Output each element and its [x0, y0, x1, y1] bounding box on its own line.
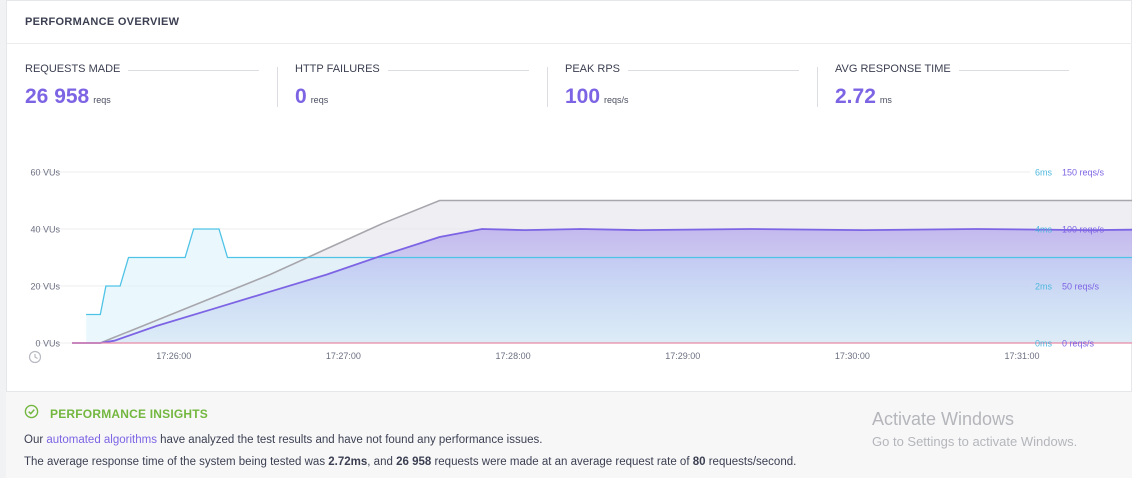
metric-value: 2.72: [835, 85, 876, 108]
metric-unit: ms: [879, 95, 892, 105]
title-divider: [7, 43, 1132, 44]
metric-separator: [547, 67, 548, 107]
metric-separator: [817, 67, 818, 107]
y-tick-label-rps: 50 reqs/s: [1062, 282, 1100, 292]
response-time-line: [86, 228, 1132, 316]
clock-icon: [28, 350, 42, 364]
insights-summary: Our automated algorithms have analyzed t…: [24, 434, 542, 446]
insights-text: Our: [24, 434, 47, 446]
x-tick-label: 17:31:00: [1004, 351, 1039, 361]
windows-watermark-subtitle: Go to Settings to activate Windows.: [872, 434, 1078, 449]
x-tick-label: 17:30:00: [835, 351, 870, 361]
windows-watermark-title: Activate Windows: [872, 409, 1015, 429]
insights-text: have analyzed the test results and have …: [156, 434, 543, 446]
y-tick-label: 0 VUs: [35, 339, 60, 349]
check-circle-icon: [24, 404, 39, 419]
metric-unit: reqs: [93, 95, 111, 105]
metric-label: REQUESTS MADE: [25, 63, 129, 75]
performance-insights: PERFORMANCE INSIGHTS Our automated algor…: [6, 391, 1132, 478]
metric-separator: [277, 67, 278, 107]
y-tick-label-ms: 6ms: [1035, 168, 1053, 178]
x-tick-label: 17:27:00: [326, 351, 361, 361]
metric-value: 100: [565, 85, 601, 108]
metric-avg-response-time: AVG RESPONSE TIME 2.72 ms: [835, 63, 1075, 113]
x-tick-label: 17:26:00: [156, 351, 191, 361]
panel-title: PERFORMANCE OVERVIEW: [25, 16, 180, 28]
metric-requests-made: REQUESTS MADE 26 958 reqs: [25, 63, 265, 113]
x-tick-label: 17:29:00: [665, 351, 700, 361]
metric-label: HTTP FAILURES: [295, 63, 388, 75]
y-tick-label-rps: 150 reqs/s: [1062, 168, 1105, 178]
y-tick-label: 20 VUs: [30, 282, 60, 292]
requests-value: 26 958: [396, 456, 432, 468]
metric-peak-rps: PEAK RPS 100 reqs/s: [565, 63, 805, 113]
y-tick-label-ms: 0ms: [1035, 339, 1053, 349]
rps-line: [72, 228, 1132, 344]
metric-label: PEAK RPS: [565, 63, 629, 75]
metric-unit: reqs/s: [604, 95, 629, 105]
metric-unit: reqs: [310, 95, 329, 105]
performance-chart: 0 VUs 0ms 0 reqs/s 20 VUs 2ms 50 reqs/s 40 VUs…: [28, 168, 1132, 364]
automated-algorithms-link[interactable]: automated algorithms: [46, 434, 157, 446]
avg-rate-value: 80: [692, 456, 706, 468]
metric-value: 0: [295, 85, 307, 108]
avg-response-value: 2.72ms: [328, 456, 368, 468]
y-tick-label: 40 VUs: [30, 225, 60, 235]
y-tick-label-rps: 100 reqs/s: [1062, 225, 1105, 235]
y-tick-label-rps: 0 reqs/s: [1062, 339, 1095, 349]
insights-detail: The average response time of the system …: [24, 456, 797, 468]
y-tick-label-ms: 4ms: [1035, 225, 1053, 235]
metric-http-failures: HTTP FAILURES 0 reqs: [295, 63, 535, 113]
insights-title: PERFORMANCE INSIGHTS: [50, 407, 209, 421]
y-tick-label: 60 VUs: [30, 168, 60, 178]
vus-line: [72, 199, 1132, 344]
y-tick-label-ms: 2ms: [1035, 282, 1053, 292]
metric-label: AVG RESPONSE TIME: [835, 63, 959, 75]
x-tick-label: 17:28:00: [496, 351, 531, 361]
metric-value: 26 958: [25, 85, 90, 108]
